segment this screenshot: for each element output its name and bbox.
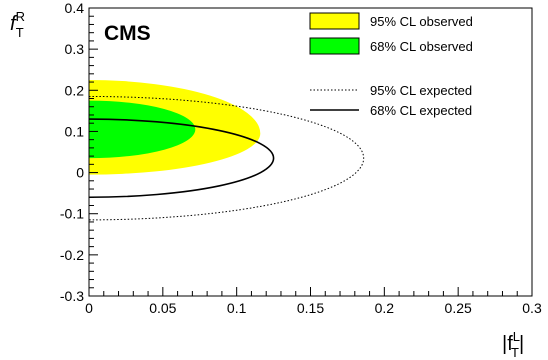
y-tick-label: -0.2 [60,247,84,263]
contour-1 [89,100,196,159]
y-tick-label: 0.1 [65,123,85,139]
x-tick-label: 0.3 [522,300,542,316]
y-axis-label-base: f [10,13,18,35]
y-tick-label: -0.3 [60,288,84,304]
x-axis-label: |fL T| [502,329,524,360]
x-axis-label-close: | [519,333,524,355]
x-axis-label-base: |f [502,333,513,355]
x-tick-label: 0.2 [375,300,395,316]
y-tick-label: 0 [76,165,84,181]
x-tick-label: 0.05 [149,300,176,316]
x-axis-label-sup: L [513,329,520,344]
legend: 95% CL observed 68% CL observed 95% CL exp… [309,12,473,118]
x-tick-label: 0 [85,300,93,316]
y-axis-label-sup: R [16,9,25,24]
legend-swatch [309,12,360,30]
x-axis-label-sub: T [511,345,519,360]
y-tick-label: 0.2 [65,82,85,98]
y-tick-labels: -0.3 -0.2 -0.1 0 0.1 0.2 0.3 0.4 [60,0,84,304]
x-tick-label: 0.1 [227,300,247,316]
legend-label: 68% CL observed [370,39,473,54]
y-axis-label-sub: T [16,25,24,40]
y-tick-label: -0.1 [60,206,84,222]
legend-label: 68% CL expected [370,103,472,118]
x-tick-label: 0.15 [297,300,324,316]
plot-frame [88,7,533,297]
experiment-label: CMS [104,22,151,45]
x-tick-labels: 0 0.05 0.1 0.15 0.2 0.25 0.3 [85,300,542,316]
y-axis-label: fR T [10,9,25,40]
legend-swatch [309,37,360,55]
contour-2 [89,95,365,221]
x-tick-label: 0.25 [445,300,472,316]
y-tick-label: 0.4 [65,0,85,16]
legend-label: 95% CL expected [370,83,472,98]
legend-label: 95% CL observed [370,14,473,29]
y-tick-label: 0.3 [65,41,85,57]
contour-layer [89,80,365,221]
contour-3 [89,118,275,199]
